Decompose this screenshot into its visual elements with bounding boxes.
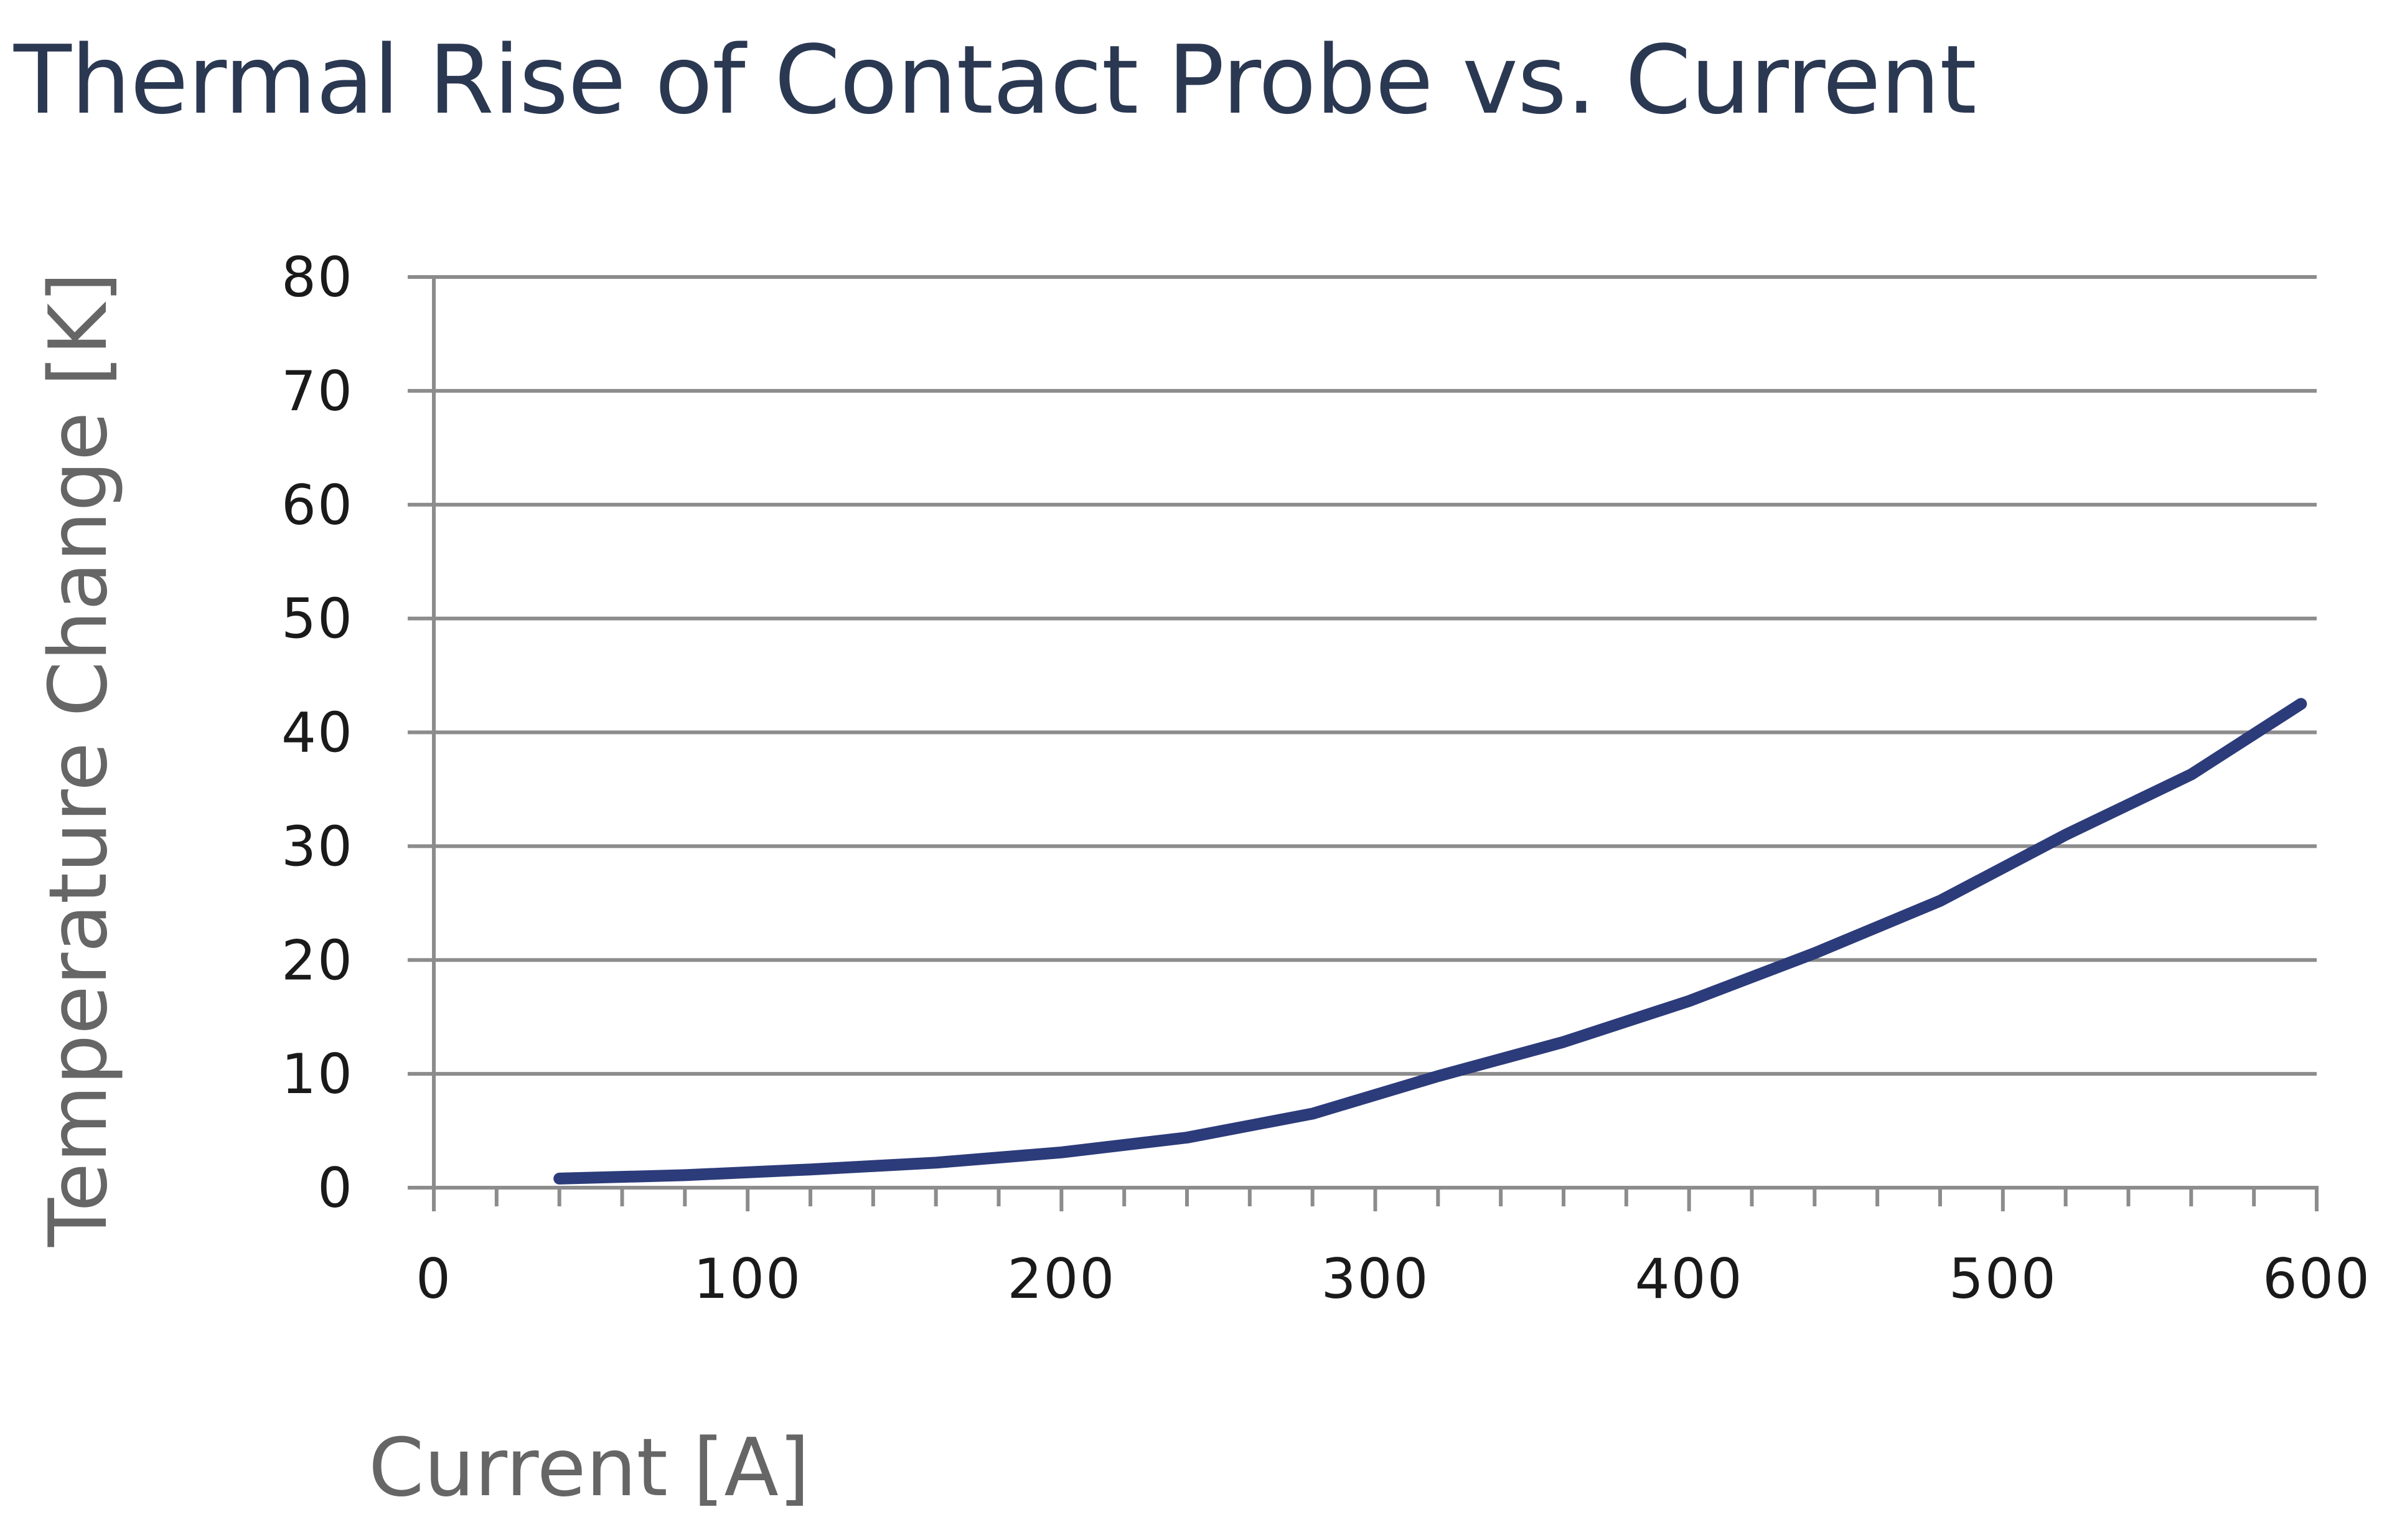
- x-tick-label: 600: [2263, 1247, 2371, 1311]
- x-tick-label: 100: [693, 1247, 802, 1311]
- y-tick-label: 0: [317, 1156, 354, 1220]
- y-tick-label: 40: [281, 701, 354, 765]
- tick-labels: 0 10 20 30 40 50 60 70 80 0 100 200 300 400 500 600: [281, 245, 2371, 1311]
- y-tick-label: 20: [281, 928, 354, 992]
- x-axis-title: Current [A]: [368, 1422, 810, 1514]
- x-tick-label: 300: [1321, 1247, 1430, 1311]
- x-tick-label: 200: [1007, 1247, 1115, 1311]
- y-tick-label: 30: [281, 814, 354, 878]
- y-tick-label: 80: [281, 245, 354, 309]
- x-tick-label: 0: [416, 1247, 452, 1311]
- chart-title: Thermal Rise of Contact Probe vs. Curren…: [14, 25, 1977, 135]
- series-layer: [553, 698, 2307, 1185]
- y-tick-label: 50: [281, 587, 354, 651]
- axes: [408, 277, 2319, 1211]
- y-tick-label: 60: [281, 473, 354, 537]
- x-tick-label: 400: [1635, 1247, 1743, 1311]
- gridlines: [408, 275, 2317, 1076]
- series-line: [553, 698, 2307, 1185]
- y-tick-label: 10: [281, 1042, 354, 1106]
- y-tick-label: 70: [281, 359, 354, 423]
- x-tick-label: 500: [1949, 1247, 2057, 1311]
- y-axis-title: Temperature Change [K]: [32, 272, 125, 1247]
